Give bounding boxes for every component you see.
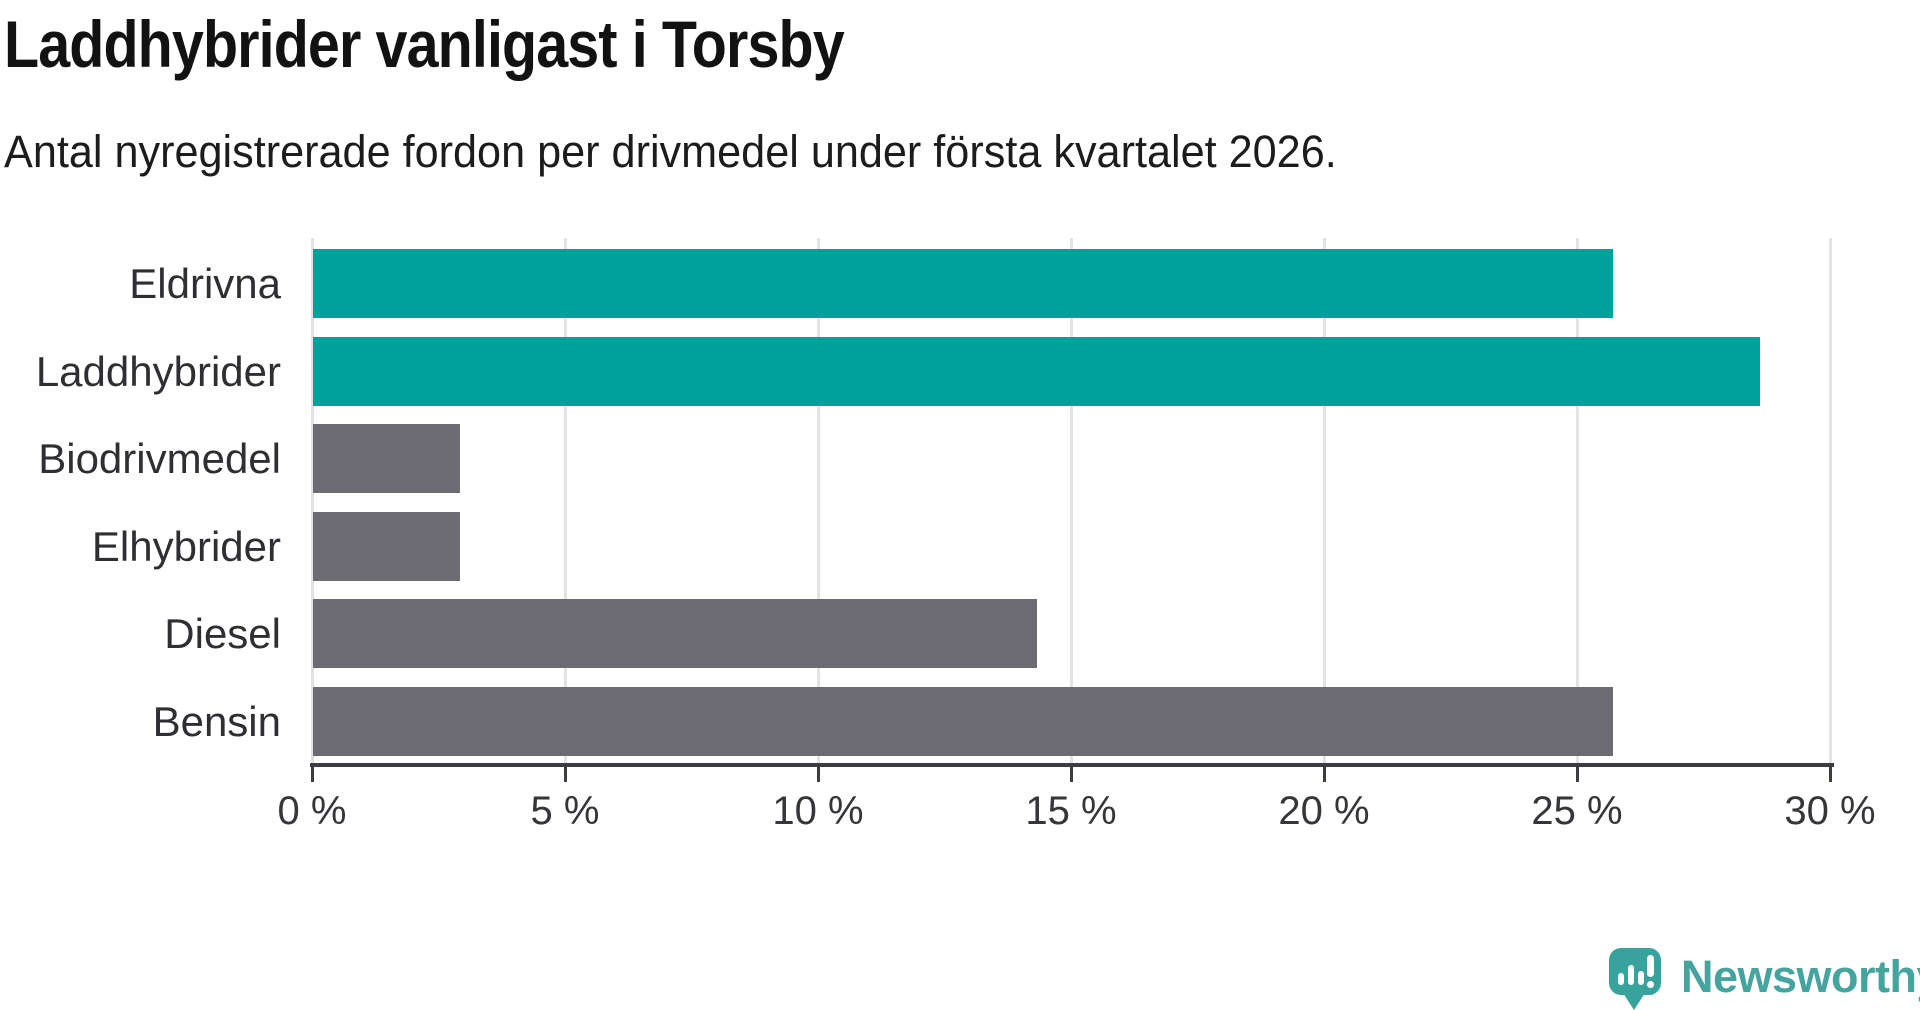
x-axis-tick-label: 10 % xyxy=(772,789,864,833)
x-axis-tick-label: 0 % xyxy=(277,789,347,833)
x-axis-tick xyxy=(1575,765,1579,782)
category-label: Laddhybrider xyxy=(35,347,281,395)
x-axis-tick-label: 30 % xyxy=(1784,789,1876,833)
gridline xyxy=(1322,238,1326,765)
logo-exclamation-dot-icon xyxy=(1647,981,1654,988)
bar xyxy=(313,424,460,494)
bar xyxy=(313,249,1614,318)
x-axis-tick xyxy=(816,765,820,782)
x-axis-tick-label: 25 % xyxy=(1531,789,1623,833)
logo-speech-bubble-tail-icon xyxy=(1623,993,1645,1010)
gridline xyxy=(563,238,567,765)
logo-text: Newsworthy xyxy=(1681,951,1920,1002)
x-axis-tick-label: 5 % xyxy=(530,789,600,833)
bar xyxy=(313,599,1037,669)
category-label: Diesel xyxy=(164,610,281,658)
x-axis-tick xyxy=(1322,765,1326,782)
bar xyxy=(313,336,1761,406)
gridline xyxy=(310,238,314,765)
logo-chart-bar-small-icon xyxy=(1618,973,1624,985)
bar xyxy=(313,511,460,581)
x-axis-tick xyxy=(563,765,567,782)
logo-chart-bar-tall-icon xyxy=(1628,965,1634,985)
category-label: Elhybrider xyxy=(91,522,281,570)
gridline xyxy=(816,238,820,765)
x-axis-tick-label: 15 % xyxy=(1025,789,1117,833)
category-label: Eldrivna xyxy=(129,260,281,307)
gridline xyxy=(1575,238,1579,765)
x-axis-tick-label: 20 % xyxy=(1278,789,1370,833)
x-axis-tick xyxy=(1069,765,1073,782)
logo-exclamation-bar-icon xyxy=(1647,955,1654,977)
category-label: Biodrivmedel xyxy=(38,435,281,483)
x-axis-tick xyxy=(310,765,314,782)
logo-chart-bar-medium-icon xyxy=(1638,971,1644,985)
category-label: Bensin xyxy=(152,698,281,745)
chart-title: Laddhybrider vanligast i Torsby xyxy=(4,7,845,81)
chart-subtitle: Antal nyregistrerade fordon per drivmede… xyxy=(4,126,1337,177)
bar xyxy=(313,687,1614,756)
logo-speech-bubble-icon xyxy=(1609,948,1661,995)
x-axis-tick xyxy=(1828,765,1832,782)
gridline xyxy=(1828,238,1832,765)
gridline xyxy=(1069,238,1073,765)
